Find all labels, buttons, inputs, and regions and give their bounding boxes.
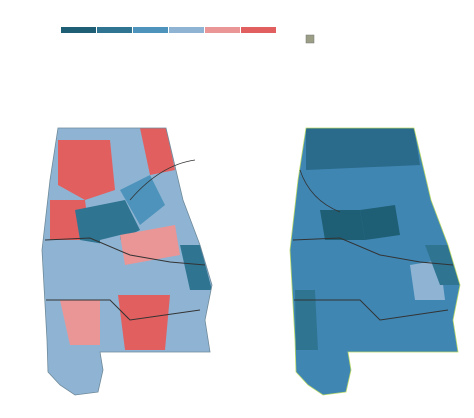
legend-swatch (241, 27, 276, 33)
district-line (129, 159, 196, 201)
region (118, 295, 170, 350)
region (60, 300, 100, 345)
legend-swatch (61, 27, 96, 33)
legend-swatch (205, 27, 240, 33)
region (295, 290, 318, 350)
region (425, 245, 460, 285)
region (120, 225, 180, 265)
region (180, 245, 212, 290)
state-outline (289, 127, 461, 396)
right-map (290, 128, 460, 395)
legend-swatch (133, 27, 168, 33)
district-line (299, 169, 341, 213)
left-map (42, 128, 212, 395)
region (360, 205, 400, 240)
region (320, 210, 365, 240)
legend-swatch (305, 34, 315, 44)
region (100, 235, 125, 290)
legend (61, 27, 315, 44)
district-line (292, 237, 454, 321)
region (75, 200, 140, 245)
legend-swatch (169, 27, 204, 33)
region (58, 140, 115, 200)
state-outline (41, 127, 213, 396)
legend-swatch (97, 27, 132, 33)
region (140, 128, 175, 175)
region (120, 175, 165, 225)
region (306, 128, 420, 170)
district-line (44, 237, 206, 321)
